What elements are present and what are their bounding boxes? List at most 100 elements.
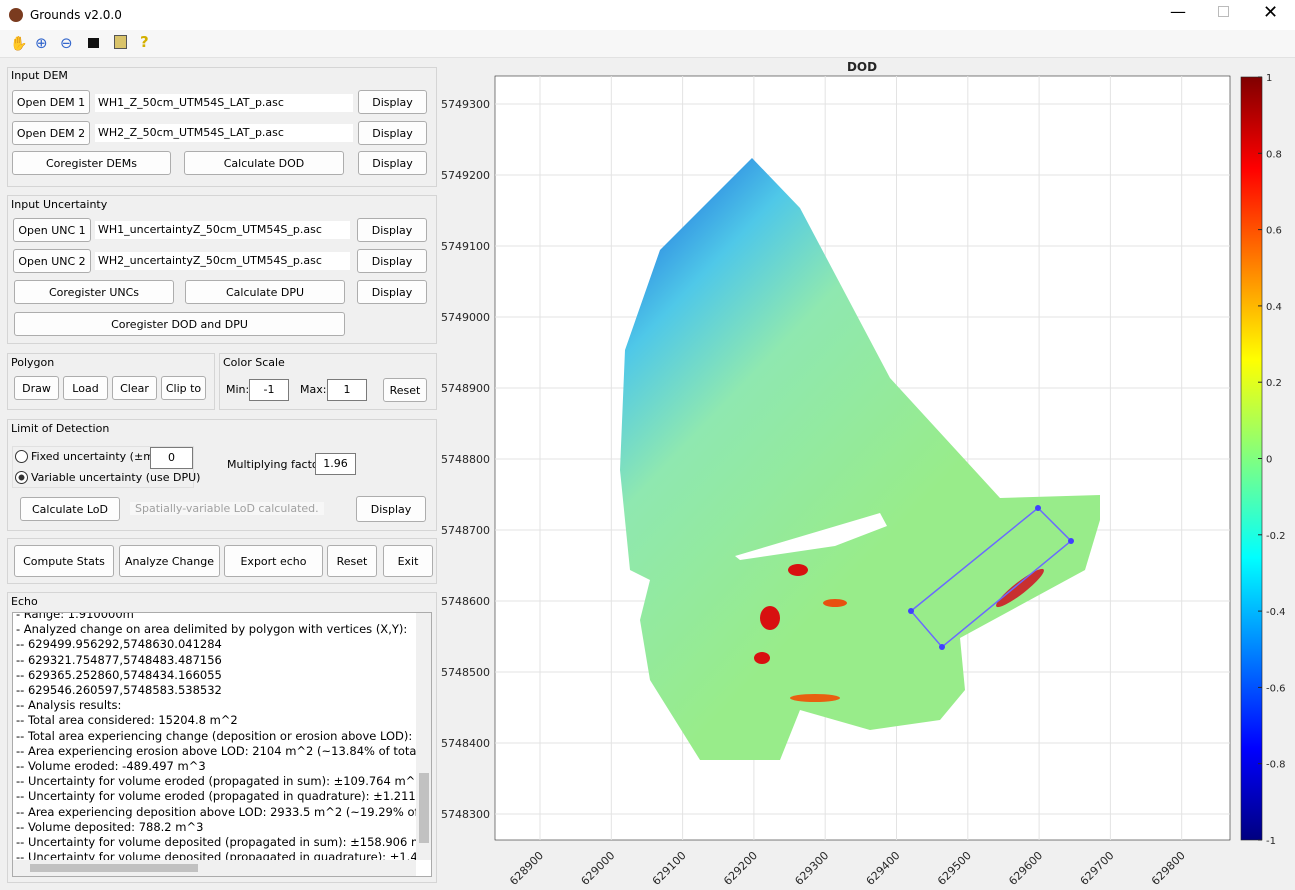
minimize[interactable]: — xyxy=(1170,2,1186,21)
button[interactable]: Reset xyxy=(383,378,427,402)
file-field: WH1_Z_50cm_UTM54S_LAT_p.asc xyxy=(95,94,353,112)
file-field: WH1_uncertaintyZ_50cm_UTM54S_p.asc xyxy=(95,221,350,239)
button[interactable]: Export echo xyxy=(224,545,323,577)
colorbar-tick-label: 1 xyxy=(1266,73,1272,84)
plot: DOD 628900 629000 629100 629200 629300 629400… xyxy=(441,60,1286,888)
y-tick-label: 5748500 xyxy=(441,666,490,679)
label: Min: xyxy=(226,383,250,396)
v-scrollbar[interactable] xyxy=(416,613,431,860)
button[interactable]: Analyze Change xyxy=(119,545,220,577)
min-input[interactable]: -1 xyxy=(249,379,289,401)
y-tick-label: 5749100 xyxy=(441,240,490,253)
y-tick-label: 5748300 xyxy=(441,808,490,821)
button[interactable]: Draw xyxy=(14,376,59,400)
button[interactable]: Display xyxy=(357,249,427,273)
x-tick-label: 629000 xyxy=(579,849,618,888)
echo-line: -- Total area experiencing change (depos… xyxy=(16,728,416,743)
button[interactable]: Display xyxy=(357,280,427,304)
button[interactable]: Coregister DOD and DPU xyxy=(14,312,345,336)
echo-line: -- Uncertainty for volume eroded (propag… xyxy=(16,789,416,804)
x-tick-label: 629600 xyxy=(1006,849,1045,888)
x-tick-label: 629300 xyxy=(792,849,831,888)
button[interactable]: Reset xyxy=(327,545,377,577)
colorbar-tick-label: -0.4 xyxy=(1266,607,1286,618)
h-scrollbar[interactable] xyxy=(13,860,416,876)
zoom-in[interactable]: ⊕ xyxy=(35,34,48,52)
polygon-vertices xyxy=(908,505,1074,650)
panel-title: Color Scale xyxy=(223,356,285,369)
colorbar-tick-label: 0.2 xyxy=(1266,378,1282,389)
colorbar-tick-label: -0.8 xyxy=(1266,760,1286,771)
maximize[interactable] xyxy=(1218,6,1229,17)
erosion-deposition-blobs xyxy=(754,564,1044,702)
button[interactable]: Compute Stats xyxy=(14,545,114,577)
label: Fixed uncertainty (±m) xyxy=(31,450,159,463)
button[interactable]: Open UNC 2 xyxy=(13,249,91,273)
close[interactable]: ✕ xyxy=(1263,2,1279,23)
radio-checked[interactable] xyxy=(15,471,28,484)
x-tick-label: 629400 xyxy=(864,849,903,888)
x-tick-label: 629700 xyxy=(1078,849,1117,888)
button[interactable]: Calculate LoD xyxy=(20,497,120,521)
pan-tool[interactable]: ✋ xyxy=(10,36,28,52)
button[interactable]: Load xyxy=(63,376,108,400)
y-tick-label: 5749300 xyxy=(441,98,490,111)
radio[interactable] xyxy=(15,450,28,463)
echo-text-area[interactable]: - Range: 1.910000m - Analyzed change on a… xyxy=(12,612,432,877)
x-tick-label: 629200 xyxy=(721,849,760,888)
button[interactable]: Open DEM 1 xyxy=(12,90,90,114)
zoom-out[interactable]: ⊖ xyxy=(60,34,73,52)
toolbar: ✋ ⊕ ⊖ ? xyxy=(0,30,1295,58)
button[interactable]: Calculate DOD xyxy=(184,151,344,175)
x-tick-label: 629800 xyxy=(1149,849,1188,888)
echo-lines: - Range: 1.910000m - Analyzed change on a… xyxy=(16,612,416,863)
button[interactable]: Open UNC 1 xyxy=(13,218,91,242)
plot-title: DOD xyxy=(847,60,877,74)
button[interactable]: Display xyxy=(357,218,427,242)
colorbar-tick-label: -0.2 xyxy=(1266,531,1286,542)
echo-line: -- 629499.956292,5748630.041284 xyxy=(16,637,222,652)
panel-title: Input Uncertainty xyxy=(11,198,108,211)
echo-line: -- Volume deposited: 788.2 m^3 xyxy=(16,819,204,834)
file-field: WH2_uncertaintyZ_50cm_UTM54S_p.asc xyxy=(95,252,350,270)
window-title: Grounds v2.0.0 xyxy=(30,8,122,22)
button[interactable]: Exit xyxy=(383,545,433,577)
panel-title: Polygon xyxy=(11,356,55,369)
y-tick-label: 5748400 xyxy=(441,737,490,750)
button[interactable]: Coregister DEMs xyxy=(12,151,171,175)
button[interactable]: Open DEM 2 xyxy=(12,121,90,145)
status-text: Spatially-variable LoD calculated. xyxy=(130,502,324,515)
label: Max: xyxy=(300,383,327,396)
y-tick-label: 5749000 xyxy=(441,311,490,324)
data-tip[interactable] xyxy=(114,35,127,49)
button[interactable]: Display xyxy=(358,151,427,175)
button[interactable]: Coregister UNCs xyxy=(14,280,174,304)
y-tick-label: 5748900 xyxy=(441,382,490,395)
button[interactable]: Calculate DPU xyxy=(185,280,345,304)
panel-title: Input DEM xyxy=(11,69,68,82)
y-tick-label: 5748700 xyxy=(441,524,490,537)
button[interactable]: Clear xyxy=(112,376,157,400)
echo-line: - Analyzed change on area delimited by p… xyxy=(16,622,408,637)
button[interactable]: Clip to xyxy=(161,376,206,400)
no-data-gap xyxy=(735,513,887,560)
scroll-thumb[interactable] xyxy=(419,773,429,843)
button[interactable]: Display xyxy=(356,496,426,522)
help[interactable]: ? xyxy=(140,33,149,51)
echo-line: -- 629365.252860,5748434.166055 xyxy=(16,667,222,682)
colorbar-tick-label: -1 xyxy=(1266,836,1276,847)
app-icon xyxy=(9,8,23,22)
lock[interactable] xyxy=(88,38,99,48)
echo-line: -- Total area considered: 15204.8 m^2 xyxy=(16,713,238,728)
echo-line: -- Area experiencing erosion above LOD: … xyxy=(16,743,416,758)
echo-line: - Range: 1.910000m xyxy=(16,612,134,621)
title-bar: Grounds v2.0.0 — ✕ xyxy=(0,0,1295,30)
factor-input[interactable]: 1.96 xyxy=(315,453,356,475)
scroll-thumb[interactable] xyxy=(30,864,198,872)
max-input[interactable]: 1 xyxy=(327,379,367,401)
label: Variable uncertainty (use DPU) xyxy=(31,471,201,484)
button[interactable]: Display xyxy=(358,121,427,145)
button[interactable]: Display xyxy=(358,90,427,114)
fixed-input[interactable]: 0 xyxy=(150,447,193,469)
